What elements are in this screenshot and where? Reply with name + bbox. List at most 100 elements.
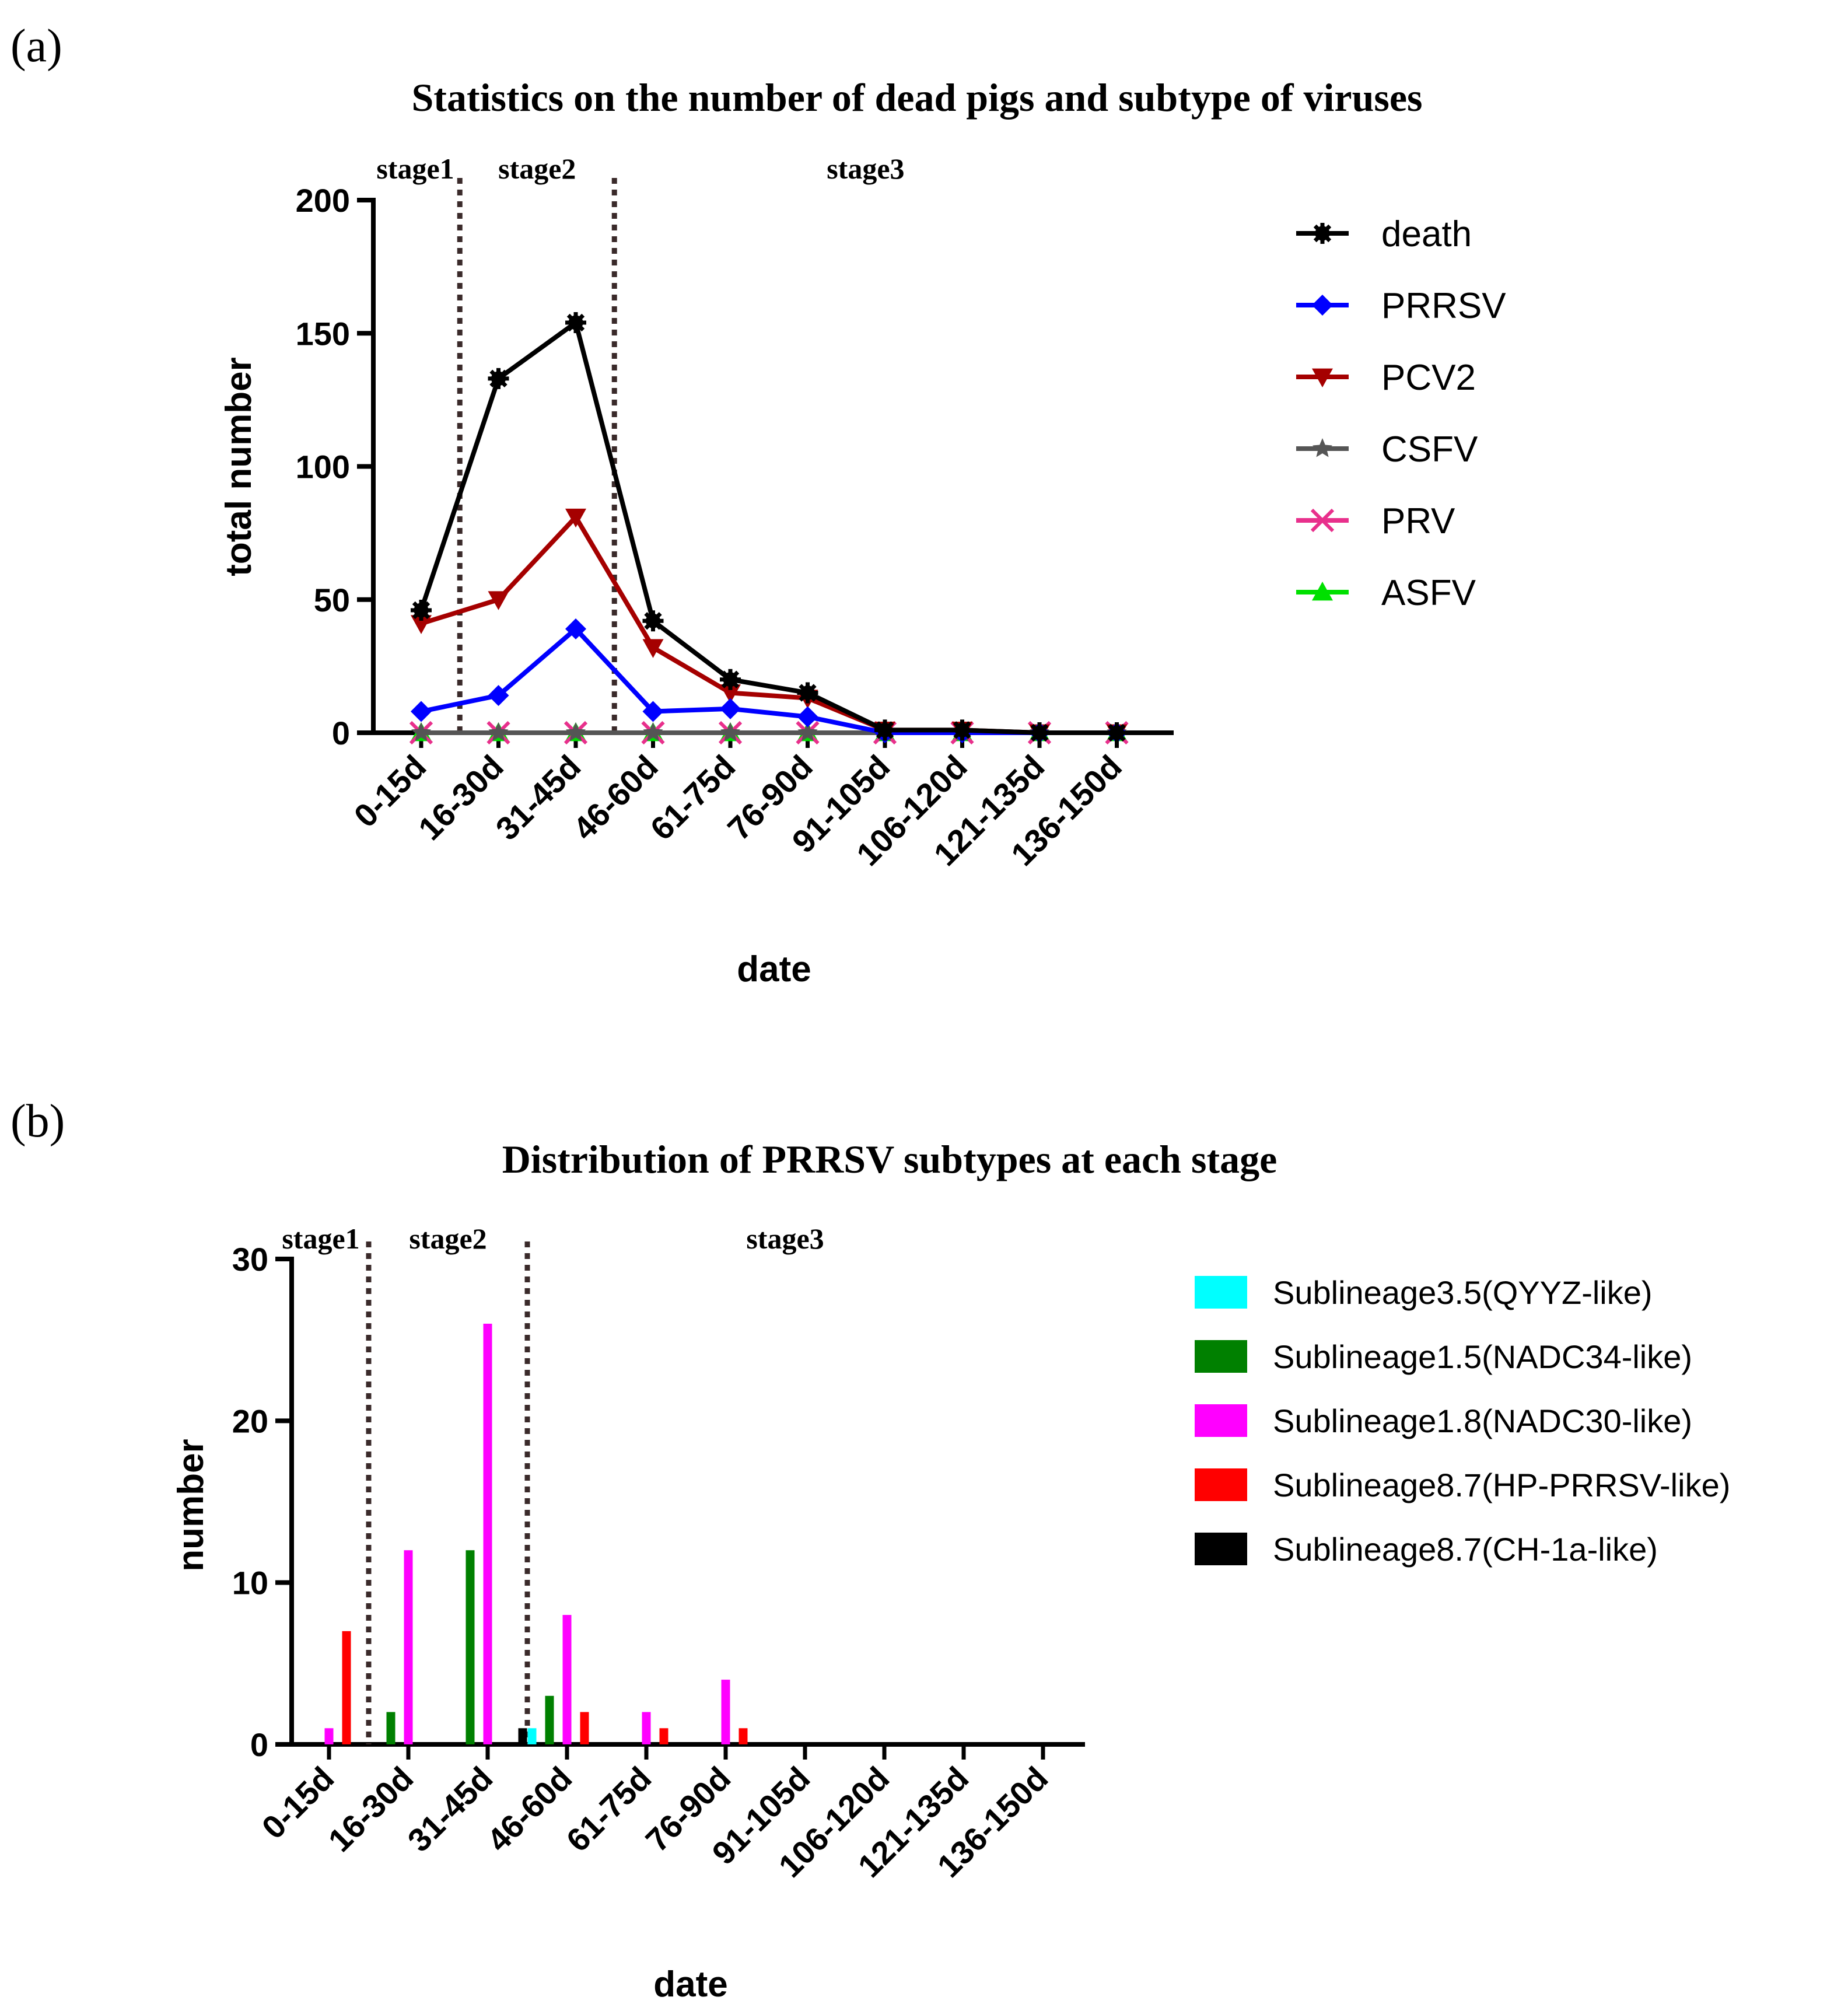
chart-b-legend-swatch xyxy=(1195,1468,1247,1501)
chart-a-point-death xyxy=(565,312,586,333)
chart-a-point-death xyxy=(642,610,664,632)
chart-a-stage-label: stage1 xyxy=(376,152,454,185)
chart-a-y-tick-label: 0 xyxy=(332,715,350,751)
chart-a-legend-label: death xyxy=(1381,214,1472,254)
chart-b-legend-label: Sublineage1.8(NADC30-like) xyxy=(1273,1403,1692,1439)
chart-b-x-tick-label: 61-75d xyxy=(559,1760,658,1859)
chart-a-point-csfv xyxy=(488,722,509,742)
chart-a-x-tick-label: 16-30d xyxy=(411,748,510,847)
chart-b-bar xyxy=(738,1728,748,1744)
chart-b-legend-swatch xyxy=(1195,1533,1247,1565)
chart-b-legend-swatch xyxy=(1195,1340,1247,1373)
chart-b-legend-label: Sublineage8.7(CH-1a-like) xyxy=(1273,1531,1658,1568)
chart-b-bar xyxy=(659,1728,668,1744)
chart-a-y-tick-label: 200 xyxy=(296,182,350,219)
chart-a-legend-label: ASFV xyxy=(1381,573,1476,613)
chart-a-point-prrsv xyxy=(411,701,432,722)
chart-b-stage-label: stage3 xyxy=(746,1222,824,1255)
chart-b-bar xyxy=(527,1728,537,1744)
chart-b-x-tick-label: 31-45d xyxy=(400,1760,499,1859)
chart-a-legend-label: PRRSV xyxy=(1381,286,1506,326)
chart-a-point-death xyxy=(488,368,509,389)
chart-b-bar xyxy=(404,1550,413,1744)
chart-b-y-tick-label: 0 xyxy=(250,1726,268,1763)
chart-b-legend-label: Sublineage8.7(HP-PRRSV-like) xyxy=(1273,1467,1730,1503)
chart-a-point-csfv xyxy=(797,722,818,742)
chart-a-point-pcv2 xyxy=(720,684,741,704)
chart-b-bar xyxy=(342,1631,351,1744)
chart-b-stage-label: stage1 xyxy=(282,1222,359,1255)
chart-a-legend-marker xyxy=(1310,508,1335,533)
chart-a-x-tick-label: 61-75d xyxy=(643,748,742,847)
panel-b-label: (b) xyxy=(10,1096,65,1147)
chart-b-legend-swatch xyxy=(1195,1276,1247,1309)
chart-a: 0501001502000-15d16-30d31-45d46-60d61-75… xyxy=(296,152,1507,873)
chart-a-point-death xyxy=(797,682,818,704)
chart-a-point-pcv2 xyxy=(642,639,664,658)
chart-a-point-prrsv xyxy=(720,698,741,719)
chart-a-xlabel: date xyxy=(737,949,811,989)
chart-b-stage-label: stage2 xyxy=(409,1222,487,1255)
chart-b-x-tick-label: 16-30d xyxy=(321,1760,420,1859)
chart-b-legend-label: Sublineage1.5(NADC34-like) xyxy=(1273,1338,1692,1375)
chart-a-point-death xyxy=(951,719,973,741)
chart-a-stage-label: stage2 xyxy=(498,152,576,185)
chart-b-xlabel: date xyxy=(653,1964,727,2004)
chart-b-y-tick-label: 20 xyxy=(232,1403,268,1439)
chart-a-point-death xyxy=(874,719,895,741)
chart-a-legend-marker xyxy=(1312,368,1333,387)
chart-a-point-csfv xyxy=(411,722,432,742)
chart-a-point-pcv2 xyxy=(411,615,432,634)
chart-a-legend-marker xyxy=(1312,582,1333,601)
chart-a-title: Statistics on the number of dead pigs an… xyxy=(411,75,1422,120)
panel-a-label: (a) xyxy=(10,20,62,72)
chart-a-legend-marker xyxy=(1312,223,1333,244)
chart-a-series-line-prrsv xyxy=(421,626,1117,735)
chart-a-legend-label: CSFV xyxy=(1381,429,1478,470)
chart-a-point-prrsv xyxy=(797,706,818,728)
chart-a-point-prrsv xyxy=(565,618,586,639)
chart-b-bar xyxy=(518,1728,527,1744)
chart-b-bar xyxy=(721,1680,730,1744)
chart-a-series-line-pcv2 xyxy=(420,515,1117,735)
chart-b-bar xyxy=(386,1712,396,1744)
chart-a-x-tick-label: 46-60d xyxy=(566,748,665,847)
chart-a-legend-marker xyxy=(1312,438,1333,457)
chart-a-point-csfv xyxy=(720,722,741,742)
chart-a-y-tick-label: 100 xyxy=(296,449,350,485)
chart-a-stage-label: stage3 xyxy=(827,152,904,185)
chart-a-point-death xyxy=(411,600,432,621)
chart-b-bar xyxy=(562,1615,572,1744)
chart-b-legend-label: Sublineage3.5(QYYZ-like) xyxy=(1273,1274,1653,1311)
chart-b-legend-swatch xyxy=(1195,1404,1247,1437)
chart-b-bar xyxy=(642,1712,651,1744)
chart-a-point-pcv2 xyxy=(488,591,509,610)
chart-a-x-tick-label: 31-45d xyxy=(488,748,587,847)
chart-b-bar xyxy=(466,1550,475,1744)
chart-b-bar xyxy=(483,1323,492,1744)
chart-a-y-tick-label: 50 xyxy=(314,582,350,618)
chart-a-point-prrsv xyxy=(488,685,509,707)
chart-b-bar xyxy=(580,1712,589,1744)
chart-b-y-tick-label: 30 xyxy=(232,1241,268,1278)
chart-a-point-prrsv xyxy=(642,701,664,722)
chart-a-series-line-death xyxy=(419,320,1117,735)
chart-a-y-tick-label: 150 xyxy=(296,315,350,352)
chart-b-x-tick-label: 46-60d xyxy=(480,1760,579,1859)
chart-b-ylabel: number xyxy=(171,1439,211,1571)
chart-b-bar xyxy=(324,1728,334,1744)
chart-a-legend-label: PCV2 xyxy=(1381,358,1476,398)
chart-b: 01020300-15d16-30d31-45d46-60d61-75d76-9… xyxy=(232,1222,1731,1884)
chart-b-bar xyxy=(545,1695,554,1744)
chart-b-y-tick-label: 10 xyxy=(232,1565,268,1601)
chart-a-legend-marker xyxy=(1312,295,1333,316)
chart-a-point-csfv xyxy=(643,722,663,742)
chart-a-point-death xyxy=(1029,722,1050,743)
chart-a-ylabel: total number xyxy=(219,357,259,576)
chart-a-legend-label: PRV xyxy=(1381,501,1455,541)
chart-a-point-csfv xyxy=(565,722,586,742)
chart-b-title: Distribution of PRRSV subtypes at each s… xyxy=(502,1137,1278,1181)
chart-a-point-pcv2 xyxy=(565,508,586,528)
chart-a-point-death xyxy=(1106,722,1128,743)
